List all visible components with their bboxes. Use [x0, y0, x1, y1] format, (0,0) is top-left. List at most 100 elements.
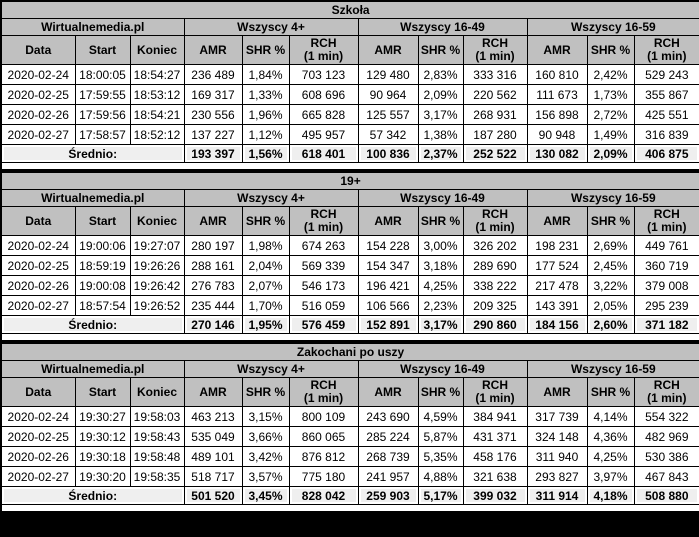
table-row: 2020-02-24 19:30:27 19:58:03 463 213 3,15% 8…: [0, 406, 699, 427]
rch-16-59-cell: 360 719: [633, 255, 699, 276]
average-rch-4plus-cell: 618 401: [288, 144, 359, 163]
rch-4plus-cell: 674 263: [288, 235, 359, 256]
amr-4plus-cell: 137 227: [183, 124, 243, 145]
demo-group-header-16-49: Wszyscy 16-49: [357, 18, 528, 36]
col-header-start: Start: [74, 377, 131, 407]
average-amr-16-49-cell: 152 891: [357, 315, 419, 334]
rch-16-59-cell: 316 839: [633, 124, 699, 145]
date-cell: 2020-02-24: [0, 64, 76, 85]
col-header-rch-16-49: RCH (1 min): [462, 206, 528, 236]
rch-16-49-cell: 384 941: [462, 406, 528, 427]
amr-4plus-cell: 535 049: [183, 426, 243, 447]
rch-label: RCH: [653, 207, 680, 221]
average-shr-16-49-cell: 5,17%: [417, 486, 464, 505]
date-cell: 2020-02-26: [0, 104, 76, 125]
amr-16-59-cell: 317 739: [526, 406, 588, 427]
shr-16-49-cell: 3,17%: [417, 104, 464, 125]
col-header-amr-4plus: AMR: [183, 377, 243, 407]
amr-16-59-cell: 90 948: [526, 124, 588, 145]
column-group-row: Wirtualnemedia.pl Wszyscy 4+ Wszyscy 16-…: [0, 360, 699, 378]
average-rch-4plus-cell: 576 459: [288, 315, 359, 334]
rch-16-59-cell: 355 867: [633, 84, 699, 105]
shr-4plus-cell: 1,96%: [241, 104, 290, 125]
rch-label: RCH: [482, 378, 508, 392]
average-rch-16-49-cell: 290 860: [462, 315, 528, 334]
ratings-table: 19+ Wirtualnemedia.pl Wszyscy 4+ Wszyscy…: [0, 171, 699, 342]
rch-16-49-cell: 268 931: [462, 104, 528, 125]
average-row: Średnio: 193 397 1,56% 618 401 100 836 2…: [0, 144, 699, 163]
amr-4plus-cell: 280 197: [183, 235, 243, 256]
shr-16-59-cell: 2,69%: [586, 235, 635, 256]
amr-16-49-cell: 57 342: [357, 124, 419, 145]
average-amr-4plus-cell: 270 146: [183, 315, 243, 334]
start-time-cell: 19:30:20: [74, 466, 131, 487]
start-time-cell: 19:00:06: [74, 235, 131, 256]
date-cell: 2020-02-25: [0, 84, 76, 105]
shr-16-59-cell: 2,45%: [586, 255, 635, 276]
amr-16-49-cell: 243 690: [357, 406, 419, 427]
amr-4plus-cell: 236 489: [183, 64, 243, 85]
col-header-rch-16-49: RCH (1 min): [462, 377, 528, 407]
end-time-cell: 19:26:26: [129, 255, 185, 276]
rch-4plus-cell: 495 957: [288, 124, 359, 145]
column-header-row: Data Start Koniec AMR SHR % RCH (1 min) A…: [0, 206, 699, 236]
table-bottom-spacer: [0, 162, 699, 171]
average-amr-16-49-cell: 259 903: [357, 486, 419, 505]
average-amr-16-59-cell: 311 914: [526, 486, 588, 505]
rch-4plus-cell: 569 339: [288, 255, 359, 276]
demo-group-header-4plus: Wszyscy 4+: [183, 18, 359, 36]
rch-16-59-cell: 295 239: [633, 295, 699, 316]
rch-4plus-cell: 516 059: [288, 295, 359, 316]
shr-16-49-cell: 4,59%: [417, 406, 464, 427]
rch-16-59-cell: 449 761: [633, 235, 699, 256]
table-row: 2020-02-26 19:00:08 19:26:42 276 783 2,07% 5…: [0, 275, 699, 296]
amr-16-59-cell: 217 478: [526, 275, 588, 296]
table-title-row: Zakochani po uszy: [0, 342, 699, 361]
end-time-cell: 19:58:43: [129, 426, 185, 447]
shr-4plus-cell: 3,66%: [241, 426, 290, 447]
rch-4plus-cell: 665 828: [288, 104, 359, 125]
table-row: 2020-02-26 19:30:18 19:58:48 489 101 3,42% 8…: [0, 446, 699, 467]
start-time-cell: 17:58:57: [74, 124, 131, 145]
col-header-rch-4plus: RCH (1 min): [288, 206, 359, 236]
col-header-rch-16-49: RCH (1 min): [462, 35, 528, 65]
shr-16-49-cell: 2,23%: [417, 295, 464, 316]
shr-4plus-cell: 3,15%: [241, 406, 290, 427]
date-cell: 2020-02-24: [0, 406, 76, 427]
start-time-cell: 19:30:27: [74, 406, 131, 427]
average-rch-4plus-cell: 828 042: [288, 486, 359, 505]
amr-4plus-cell: 230 556: [183, 104, 243, 125]
column-group-row: Wirtualnemedia.pl Wszyscy 4+ Wszyscy 16-…: [0, 189, 699, 207]
col-header-rch-4plus: RCH (1 min): [288, 377, 359, 407]
rch-4plus-cell: 800 109: [288, 406, 359, 427]
shr-16-49-cell: 2,83%: [417, 64, 464, 85]
rch-label: RCH: [653, 378, 680, 392]
table-bottom-spacer: [0, 333, 699, 342]
shr-16-49-cell: 3,00%: [417, 235, 464, 256]
source-group-header: Wirtualnemedia.pl: [0, 18, 185, 36]
amr-16-59-cell: 198 231: [526, 235, 588, 256]
col-header-rch-4plus: RCH (1 min): [288, 35, 359, 65]
average-amr-16-59-cell: 184 156: [526, 315, 588, 334]
shr-16-59-cell: 3,97%: [586, 466, 635, 487]
rch-16-59-cell: 379 008: [633, 275, 699, 296]
shr-16-59-cell: 4,14%: [586, 406, 635, 427]
col-header-data: Data: [0, 377, 76, 407]
amr-4plus-cell: 235 444: [183, 295, 243, 316]
average-shr-4plus-cell: 1,95%: [241, 315, 290, 334]
col-header-amr-16-59: AMR: [526, 377, 588, 407]
rch-label: RCH: [310, 36, 337, 50]
col-header-start: Start: [74, 206, 131, 236]
col-header-amr-16-49: AMR: [357, 35, 419, 65]
end-time-cell: 19:58:03: [129, 406, 185, 427]
amr-4plus-cell: 288 161: [183, 255, 243, 276]
source-group-header: Wirtualnemedia.pl: [0, 189, 185, 207]
ratings-tables-container: Szkoła Wirtualnemedia.pl Wszyscy 4+ Wszy…: [0, 0, 699, 513]
demo-group-header-16-49: Wszyscy 16-49: [357, 360, 528, 378]
rch-unit-label: (1 min): [475, 391, 515, 405]
shr-4plus-cell: 1,70%: [241, 295, 290, 316]
rch-16-49-cell: 220 562: [462, 84, 528, 105]
shr-16-49-cell: 5,35%: [417, 446, 464, 467]
shr-4plus-cell: 1,33%: [241, 84, 290, 105]
